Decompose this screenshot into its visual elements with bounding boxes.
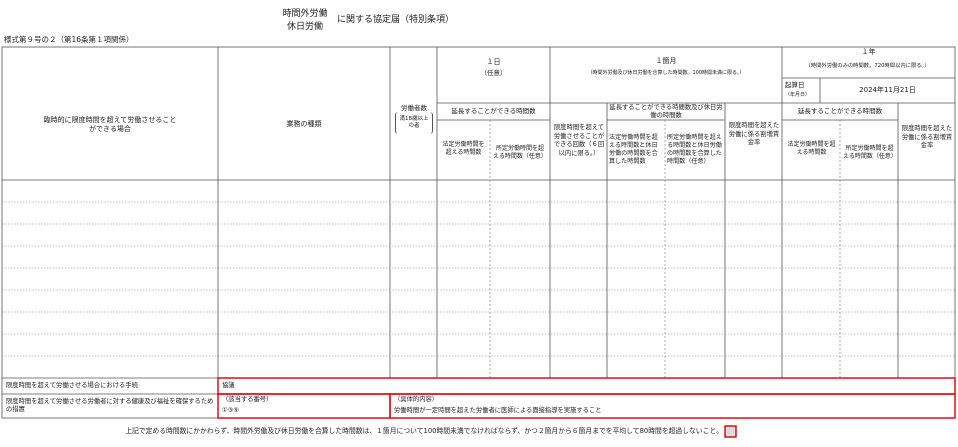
form-text: 延長することができる時間数及び休日労働の時間数 [609,103,723,120]
form-text: 法定労働時間を超える時間数 [787,140,836,156]
form-text: 延長することができる時間数 [797,107,883,116]
form-text: 業務の種類 [286,120,322,129]
form-text: 労働者数 [401,103,427,112]
form-text: 限度時間を超えた労働に係る割増賃金率 [901,125,953,150]
form-text: 協議 [222,381,235,389]
form-text: ①③⑨ [222,406,239,414]
form-text: （該当する番号） [222,396,273,404]
form-text: 臨時的に限度時間を超えて労働させることができる場合 [43,115,177,133]
form-text: 所定労働時間を超える時間数（任意） [493,144,547,160]
form-number: 様式第９号の２（第16条第１項関係） [4,34,134,44]
form-text: 法定労働時間を超える時間数 [442,140,485,156]
form-text: 労働時間が一定時間を超えた労働者に医師による面接指導を実施すること [394,406,602,414]
form-text: 限度時間を超えて労働させる場合における手続 [6,381,138,389]
form-text: 延長することができる時間数 [451,107,536,116]
form-text: １箇月 [655,57,677,66]
form-text: （任意） [480,68,507,77]
title: 休日労働 [286,21,323,32]
form-text: （年月日） [785,92,811,99]
form-text: （時間外労働及び休日労働を合算した時間数。100時間未満に限る。） [587,69,745,76]
form-text: 所定労働時間を超える時間数と休日労働の時間数を合算した時間数（任意） [667,133,722,166]
form-text: 起算日 [785,81,805,90]
form-text: 満18歳以上の者 [395,112,433,134]
form-text: 上記で定める時間数にかかわらず、時間外労働及び休日労働を合算した時間数は、１箇月… [125,427,723,436]
form-text: １日 [486,58,501,67]
title: に関する協定届（特別条項） [337,14,455,25]
title: 時間外労働 [282,8,328,19]
form-text: （具体的内容） [394,396,439,404]
form-text: １年 [861,48,876,57]
form-text: 限度時間を超えて労働させることができる回数（６回以内に限る。） [553,124,605,157]
form-text: 限度時間を超えた労働に係る割増賃金率 [728,122,780,147]
form-text: 2024年11月21日 [859,86,916,95]
form-text: 法定労働時間を超える時間数と休日労働の時間数を合算した時間数 [609,133,658,166]
form-text: （時間外労働のみの時間数。720時間以内に限る。） [805,63,930,70]
form-text: 限度時間を超えて労働させる労働者に対する健康及び福祉を確保するための措置 [6,397,214,414]
form-text: 所定労働時間を超える時間数（任意） [843,144,897,160]
